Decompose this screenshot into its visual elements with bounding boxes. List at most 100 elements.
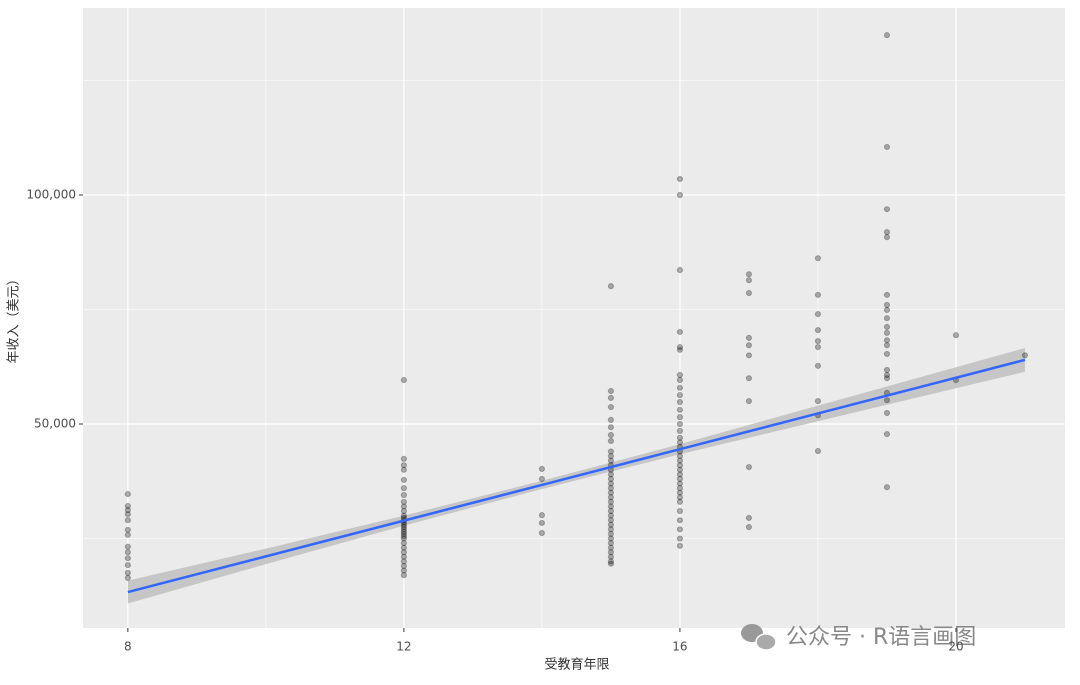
point [400,503,407,510]
point [400,562,407,570]
point [400,466,407,473]
point [400,376,407,384]
point [676,191,684,199]
x-tick-label: 12 [396,640,411,654]
point [124,555,131,562]
point [676,471,684,478]
point [607,480,615,487]
point [883,143,891,151]
point [400,498,407,505]
point [883,32,891,39]
point [124,569,131,576]
point [607,387,615,395]
point [607,494,615,501]
point [607,489,615,496]
point [607,558,615,565]
point [676,267,684,274]
point [745,334,753,342]
point [1021,352,1029,359]
point [607,544,615,551]
point [400,535,407,542]
point [883,366,891,374]
point [400,533,407,540]
point [676,406,684,413]
point [745,398,753,405]
point [400,553,407,560]
point [883,484,891,491]
point [400,521,407,528]
point [607,283,615,290]
point [745,523,753,531]
point [607,448,615,455]
point [676,371,684,379]
point [400,476,407,483]
point [883,234,891,241]
point [676,346,684,353]
point [676,507,684,515]
point [607,431,615,439]
point [124,561,131,569]
point [676,542,684,549]
point [607,485,615,492]
point [745,463,753,471]
point [607,475,615,483]
point [883,371,891,379]
regression-line [127,358,1026,594]
point [607,560,615,567]
point [538,465,546,472]
point [676,439,684,446]
point [400,539,407,547]
point [883,409,891,417]
point [124,549,131,556]
point [676,452,684,460]
point [400,523,407,531]
point [814,343,822,351]
point [883,430,891,438]
point [400,549,407,556]
point [676,343,684,351]
point [676,517,684,524]
point [400,544,407,551]
point [676,494,684,501]
point [676,498,684,505]
point [124,511,131,518]
point [814,398,822,405]
point [676,414,684,421]
point [814,338,822,345]
y-axis-title: 年收入（美元） [7,272,22,363]
point [400,567,407,574]
point [745,375,753,382]
point [400,558,407,565]
point [400,462,407,469]
watermark: 公众号 · R语言画图 [786,625,976,650]
point [883,301,891,309]
point [607,424,615,431]
point [607,521,615,528]
point [883,375,891,382]
point [745,277,753,284]
point [607,530,615,538]
point [676,457,684,464]
point [883,323,891,331]
point [883,397,891,404]
point [607,498,615,505]
point [814,447,822,455]
point [607,471,615,478]
point [607,437,615,445]
point [400,491,407,499]
point [814,291,822,298]
point [883,350,891,358]
x-axis-title: 受教育年限 [544,657,609,673]
point [814,327,822,334]
point [400,530,407,538]
point [952,332,960,339]
point [745,289,753,297]
point [607,517,615,524]
point [607,526,615,533]
point [883,342,891,349]
point [883,315,891,322]
y-tick-label: 50,000 [34,417,76,431]
point [814,255,822,262]
point [400,526,407,533]
point [883,329,891,336]
